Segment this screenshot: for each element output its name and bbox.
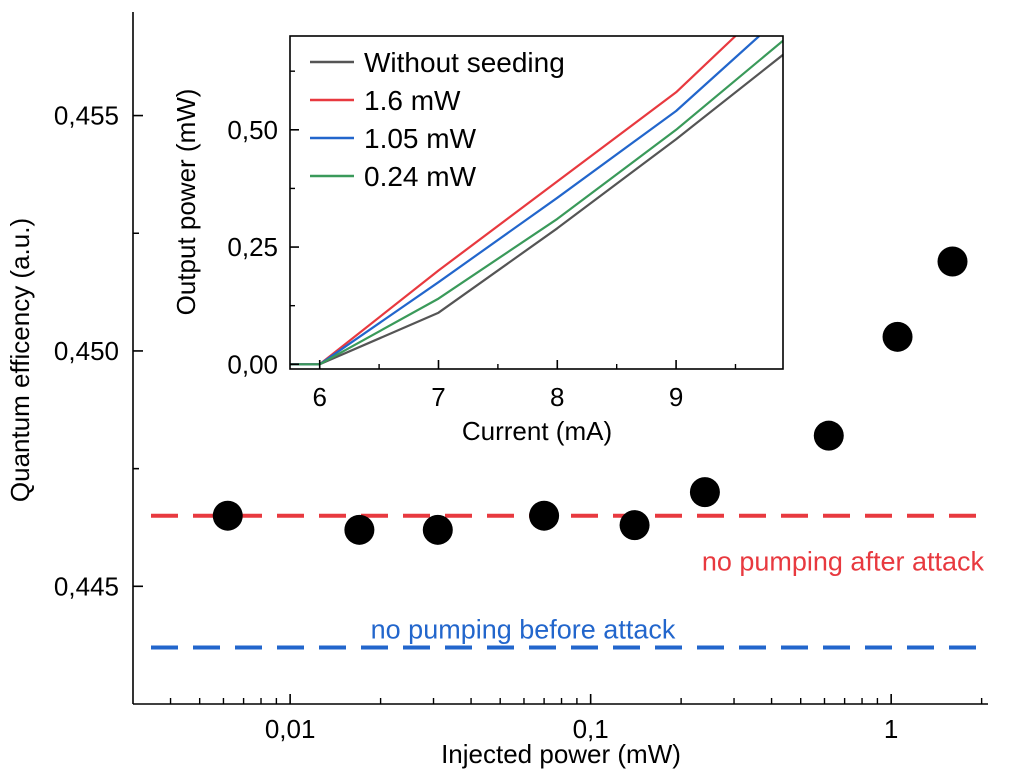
y-tick-label: 0,455 (54, 101, 119, 131)
reference-line-label: no pumping before attack (371, 615, 676, 645)
reference-line-labels: no pumping after attack no pumping before… (371, 547, 985, 645)
inset-y-tick-label: 0,50 (227, 115, 278, 145)
x-tick-label: 1 (884, 714, 898, 744)
data-point (619, 510, 650, 541)
data-point (344, 514, 375, 545)
y-axis-label: Quantum efficency (a.u.) (5, 218, 35, 502)
legend-label: 1.05 mW (364, 123, 477, 154)
inset-legend: Without seeding 1.6 mW 1.05 mW 0.24 mW (310, 47, 565, 192)
inset-y-axis-label: Output power (mW) (171, 89, 201, 316)
inset-x-tick-label: 6 (312, 382, 326, 412)
inset-x-tick-label: 7 (431, 382, 445, 412)
reference-lines (151, 513, 988, 650)
x-tick-label: 0,01 (265, 714, 316, 744)
inset-frame (289, 35, 784, 370)
reference-line-label: no pumping after attack (702, 547, 985, 577)
data-point (422, 514, 453, 545)
main-plot: 0,445 0,450 0,455 0,01 0,1 1 no pumping after… (5, 12, 988, 769)
inset-series-lines (290, 36, 783, 366)
inset-x-tick-label: 9 (669, 382, 683, 412)
inset-background (290, 36, 783, 369)
inset-y-tick-label: 0,25 (227, 232, 278, 262)
main-axes: 0,445 0,450 0,455 0,01 0,1 1 (54, 12, 988, 744)
y-tick-label: 0,450 (54, 336, 119, 366)
inset-plot: 0,00 0,25 0,50 6 7 8 9 Without seeding 1.6 mW 1.… (171, 35, 784, 446)
data-point (212, 500, 243, 531)
data-point (937, 246, 968, 277)
data-point (813, 420, 844, 451)
inset-x-axis-label: Current (mA) (462, 416, 612, 446)
x-tick-label: 0,1 (573, 714, 609, 744)
legend-label: 0.24 mW (364, 161, 477, 192)
data-point (882, 321, 913, 352)
legend-label: Without seeding (364, 47, 565, 78)
legend-label: 1.6 mW (364, 85, 461, 116)
inset-axes: 0,00 0,25 0,50 6 7 8 9 (227, 35, 784, 412)
inset-x-tick-label: 8 (550, 382, 564, 412)
inset-series-line (290, 39, 783, 366)
x-axis-label: Injected power (mW) (441, 739, 681, 769)
y-tick-label: 0,445 (54, 571, 119, 601)
data-point (529, 500, 560, 531)
data-point (689, 477, 720, 508)
inset-y-tick-label: 0,00 (227, 349, 278, 379)
data-points (212, 246, 968, 545)
